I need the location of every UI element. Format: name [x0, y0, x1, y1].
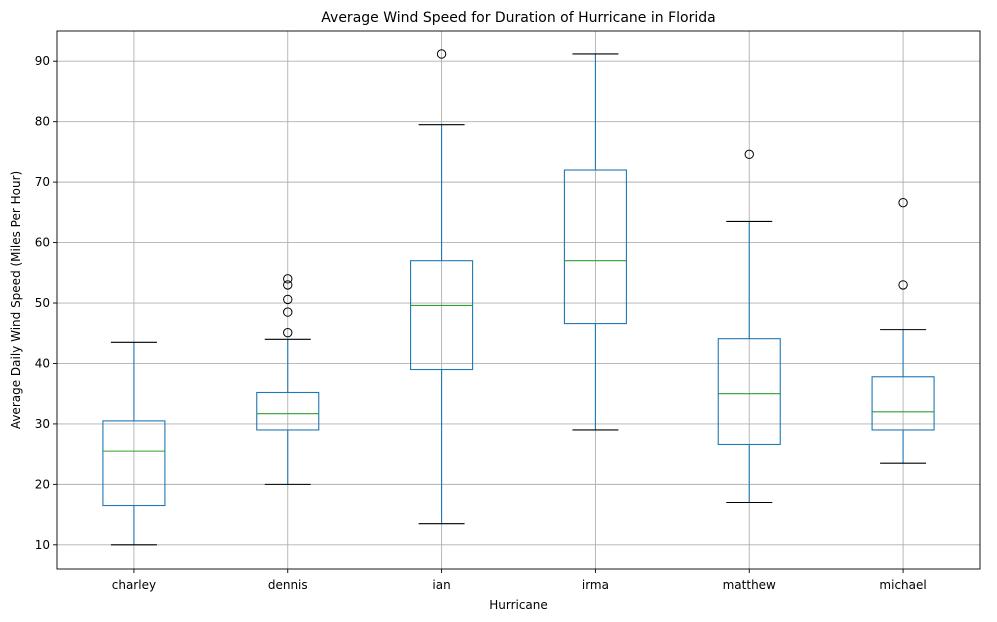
box-matthew: [717, 149, 781, 504]
outlier-point: [436, 49, 447, 59]
x-tick-label-ian: ian: [432, 578, 450, 592]
x-tick-label-dennis: dennis: [268, 578, 308, 592]
x-tick-label-charley: charley: [112, 578, 156, 592]
outlier-point: [283, 280, 293, 290]
iqr-box: [563, 169, 627, 325]
box-charley: [102, 341, 166, 546]
iqr-box: [410, 260, 474, 371]
outlier-point: [283, 307, 293, 317]
outlier-point: [898, 280, 908, 290]
y-tick-label: 90: [35, 54, 50, 68]
x-tick-label-matthew: matthew: [723, 578, 776, 592]
chart-title: Average Wind Speed for Duration of Hurri…: [321, 10, 715, 26]
box-irma: [563, 53, 627, 431]
x-axis-label: Hurricane: [489, 598, 548, 612]
iqr-box: [717, 338, 781, 446]
y-tick-label: 70: [35, 175, 50, 189]
ticks-layer: 10 20 30 40 50 60 70 80 90 charley dennis ian irma ma…: [35, 54, 927, 592]
y-tick-label: 60: [35, 236, 50, 250]
y-tick-label: 20: [35, 477, 50, 491]
x-tick-label-irma: irma: [582, 578, 609, 592]
grid-layer: [57, 31, 980, 569]
box-dennis: [256, 274, 320, 485]
y-axis-label: Average Daily Wind Speed (Miles Per Hour…: [9, 171, 23, 429]
x-tick-label-michael: michael: [879, 578, 926, 592]
boxes-layer: [102, 49, 935, 546]
y-tick-label: 40: [35, 356, 50, 370]
outlier-point: [283, 327, 293, 338]
outlier-point: [744, 149, 754, 160]
box-ian: [410, 49, 474, 525]
outlier-point: [898, 197, 908, 208]
iqr-box: [102, 420, 166, 507]
y-tick-label: 30: [35, 417, 50, 431]
plot-frame: [56, 30, 981, 570]
y-tick-label: 80: [35, 115, 50, 129]
box-michael: [871, 197, 935, 464]
iqr-box: [256, 391, 320, 431]
outlier-point: [283, 294, 293, 305]
outlier-point: [283, 274, 293, 284]
iqr-box: [871, 376, 935, 431]
y-tick-label: 50: [35, 296, 50, 310]
y-tick-label: 10: [35, 538, 50, 552]
